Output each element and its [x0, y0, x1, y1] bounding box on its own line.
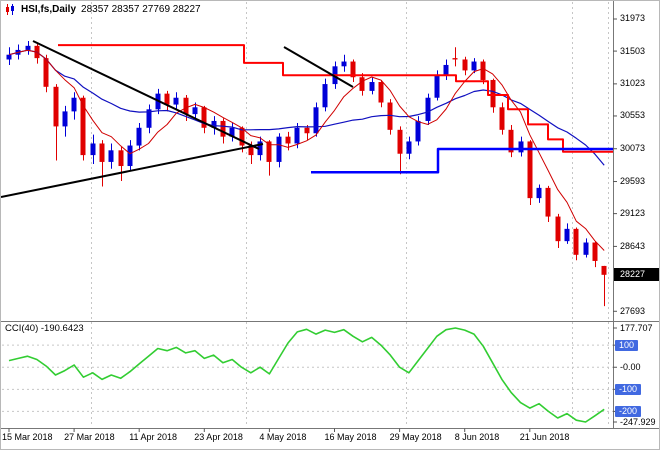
trading-chart-window: HSI,fs,Daily 28357 28357 27769 28227 282…: [0, 0, 660, 450]
chart-canvas[interactable]: [1, 1, 660, 450]
